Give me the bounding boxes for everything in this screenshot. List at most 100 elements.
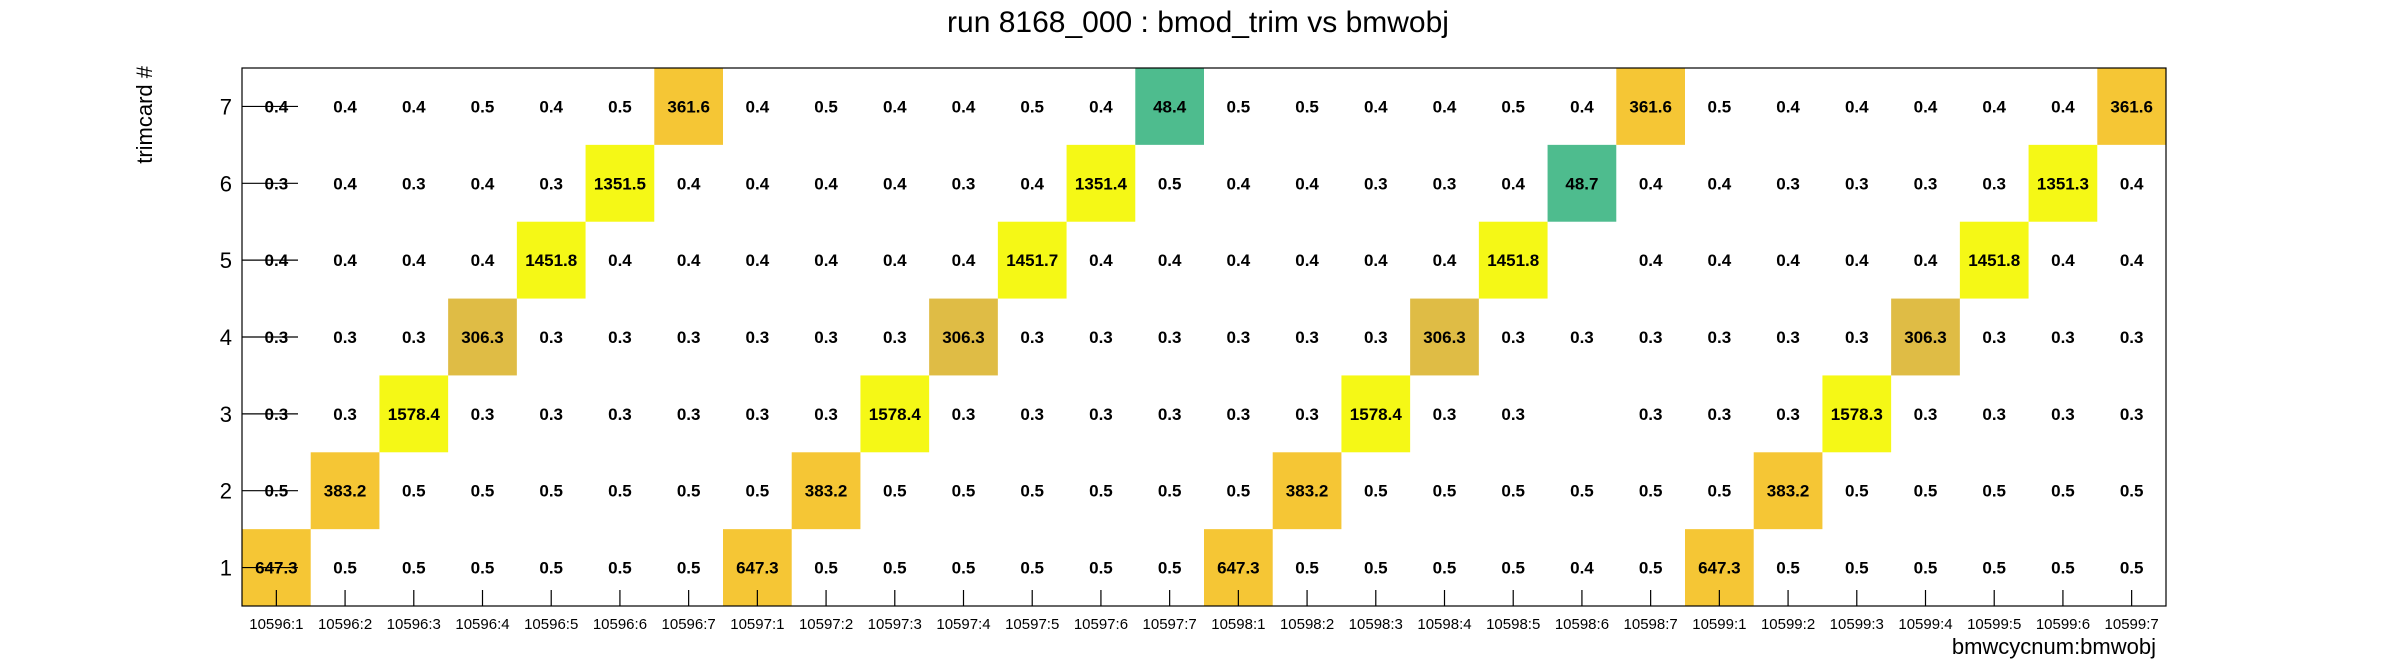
cell-label-6-7: 0.4 — [746, 97, 770, 116]
heatmap-cell-6-6 — [654, 68, 723, 145]
cell-label-1-23: 0.5 — [1845, 482, 1869, 501]
cell-label-4-13: 0.4 — [1158, 251, 1182, 270]
cell-label-0-14: 647.3 — [1217, 559, 1260, 578]
heatmap-cell-6-27 — [2097, 68, 2166, 145]
cell-label-5-26: 1351.3 — [2037, 174, 2089, 193]
cell-label-6-25: 0.4 — [1982, 97, 2006, 116]
cell-label-6-16: 0.4 — [1364, 97, 1388, 116]
cell-label-5-9: 0.4 — [883, 174, 907, 193]
cell-label-2-20: 0.3 — [1639, 405, 1663, 424]
x-tick-label-22: 10599:2 — [1761, 616, 1815, 633]
cell-label-1-24: 0.5 — [1914, 482, 1938, 501]
cell-label-2-25: 0.3 — [1982, 405, 2006, 424]
cell-label-4-23: 0.4 — [1845, 251, 1869, 270]
x-tick-label-20: 10598:7 — [1624, 616, 1678, 633]
cell-label-6-22: 0.4 — [1776, 97, 1800, 116]
cell-label-6-6: 361.6 — [667, 97, 710, 116]
cell-label-3-4: 0.3 — [539, 328, 563, 347]
cell-label-6-15: 0.5 — [1295, 97, 1319, 116]
cell-label-4-14: 0.4 — [1227, 251, 1251, 270]
cell-label-3-25: 0.3 — [1982, 328, 2006, 347]
cell-label-1-12: 0.5 — [1089, 482, 1113, 501]
cell-label-3-18: 0.3 — [1501, 328, 1525, 347]
cell-label-3-26: 0.3 — [2051, 328, 2075, 347]
cell-label-0-16: 0.5 — [1364, 559, 1388, 578]
cell-label-4-6: 0.4 — [677, 251, 701, 270]
cell-label-5-23: 0.3 — [1845, 174, 1869, 193]
cell-label-0-24: 0.5 — [1914, 559, 1938, 578]
x-tick-label-17: 10598:4 — [1417, 616, 1471, 633]
cell-label-3-14: 0.3 — [1227, 328, 1251, 347]
cell-label-5-1: 0.4 — [333, 174, 357, 193]
cell-label-4-9: 0.4 — [883, 251, 907, 270]
cell-label-3-3: 306.3 — [461, 328, 504, 347]
cell-label-0-21: 647.3 — [1698, 559, 1741, 578]
cell-label-4-27: 0.4 — [2120, 251, 2144, 270]
cell-label-2-13: 0.3 — [1158, 405, 1182, 424]
plot-frame — [241, 67, 2167, 607]
cell-label-6-2: 0.4 — [402, 97, 426, 116]
cell-label-4-18: 1451.8 — [1487, 251, 1539, 270]
cell-label-5-24: 0.3 — [1914, 174, 1938, 193]
heatmap-cell-2-23 — [1822, 375, 1892, 453]
cell-label-6-5: 0.5 — [608, 97, 632, 116]
x-tick-label-0: 10596:1 — [249, 616, 303, 633]
x-tick-label-12: 10597:6 — [1074, 616, 1128, 633]
x-tick-label-24: 10599:4 — [1898, 616, 1952, 633]
cell-label-4-2: 0.4 — [402, 251, 426, 270]
cell-label-3-19: 0.3 — [1570, 328, 1594, 347]
cell-label-1-25: 0.5 — [1982, 482, 2006, 501]
x-tick-label-4: 10596:5 — [524, 616, 578, 633]
cell-label-4-24: 0.4 — [1914, 251, 1938, 270]
x-tick-label-19: 10598:6 — [1555, 616, 1609, 633]
cell-label-2-17: 0.3 — [1433, 405, 1457, 424]
x-tick-label-21: 10599:1 — [1692, 616, 1746, 633]
cell-label-0-1: 0.5 — [333, 559, 357, 578]
cell-label-2-6: 0.3 — [677, 405, 701, 424]
cell-label-0-2: 0.5 — [402, 559, 426, 578]
heatmap-cell-2-16 — [1341, 375, 1411, 453]
x-tick-label-10: 10597:4 — [936, 616, 990, 633]
x-tick-label-23: 10599:3 — [1830, 616, 1884, 633]
cell-label-1-15: 383.2 — [1286, 482, 1329, 501]
cell-label-0-15: 0.5 — [1295, 559, 1319, 578]
y-tick-label-4: 4 — [220, 325, 232, 350]
cell-label-3-12: 0.3 — [1089, 328, 1113, 347]
cell-label-0-3: 0.5 — [471, 559, 495, 578]
x-tick-label-8: 10597:2 — [799, 616, 853, 633]
cell-label-5-14: 0.4 — [1227, 174, 1251, 193]
cell-label-0-25: 0.5 — [1982, 559, 2006, 578]
cell-label-5-27: 0.4 — [2120, 174, 2144, 193]
cell-label-5-22: 0.3 — [1776, 174, 1800, 193]
cell-label-1-7: 0.5 — [746, 482, 770, 501]
cell-label-3-11: 0.3 — [1020, 328, 1044, 347]
cell-label-4-10: 0.4 — [952, 251, 976, 270]
cell-label-0-18: 0.5 — [1501, 559, 1525, 578]
cell-label-4-8: 0.4 — [814, 251, 838, 270]
x-tick-label-9: 10597:3 — [868, 616, 922, 633]
cell-label-5-15: 0.4 — [1295, 174, 1319, 193]
cell-label-3-2: 0.3 — [402, 328, 426, 347]
cell-label-5-21: 0.4 — [1708, 174, 1732, 193]
cell-label-2-21: 0.3 — [1708, 405, 1732, 424]
cell-label-4-12: 0.4 — [1089, 251, 1113, 270]
cell-label-3-27: 0.3 — [2120, 328, 2144, 347]
heatmap-cell-5-5 — [585, 144, 655, 222]
cell-label-6-20: 361.6 — [1629, 97, 1672, 116]
heatmap-cell-3-10 — [929, 298, 998, 376]
cell-label-1-4: 0.5 — [539, 482, 563, 501]
cell-label-2-26: 0.3 — [2051, 405, 2075, 424]
cell-label-3-7: 0.3 — [746, 328, 770, 347]
cell-label-3-16: 0.3 — [1364, 328, 1388, 347]
y-tick-label-5: 5 — [220, 248, 232, 273]
cell-label-3-22: 0.3 — [1776, 328, 1800, 347]
x-tick-label-6: 10596:7 — [662, 616, 716, 633]
cell-label-1-5: 0.5 — [608, 482, 632, 501]
cell-label-6-1: 0.4 — [333, 97, 357, 116]
cell-label-2-27: 0.3 — [2120, 405, 2144, 424]
cell-label-4-20: 0.4 — [1639, 251, 1663, 270]
cell-label-3-13: 0.3 — [1158, 328, 1182, 347]
cell-label-2-11: 0.3 — [1020, 405, 1044, 424]
cell-label-0-7: 647.3 — [736, 559, 779, 578]
cell-label-0-23: 0.5 — [1845, 559, 1869, 578]
